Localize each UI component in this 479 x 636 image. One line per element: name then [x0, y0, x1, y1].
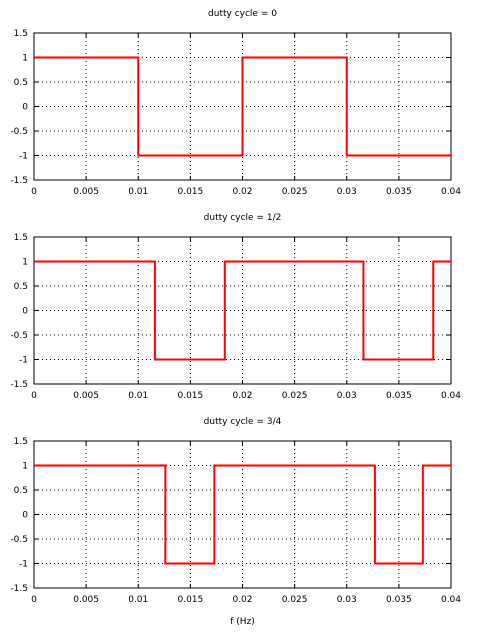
- plot-frame: [33, 236, 452, 385]
- x-tick-label: 0.02: [232, 595, 252, 605]
- y-tick-label: 0: [22, 103, 28, 113]
- x-tick-label: 0.01: [128, 391, 148, 401]
- y-tick-label: -0.5: [10, 331, 28, 341]
- y-tick-label: -1.5: [10, 584, 28, 594]
- y-tick-label: -1: [19, 560, 28, 570]
- y-tick-label: -1: [19, 152, 28, 162]
- subplot-title: dutty cycle = 3/4: [204, 417, 282, 427]
- x-tick-label: 0.025: [282, 187, 308, 197]
- subplot-0: dutty cycle = 0 0 0.005 0.01 0.015 0.02 0.025 0…: [10, 9, 461, 197]
- x-tick-label: 0.03: [337, 595, 357, 605]
- x-tick-label: 0.03: [337, 187, 357, 197]
- plot-frame: [33, 440, 452, 589]
- x-axis-label: f (Hz): [230, 617, 255, 627]
- y-tick-label: 0.5: [14, 486, 28, 496]
- y-tick-label: -1.5: [10, 176, 28, 186]
- x-tick-label: 0.005: [73, 187, 99, 197]
- y-tick-label: 1: [22, 258, 28, 268]
- y-tick-label: 0: [22, 511, 28, 521]
- x-tick-label: 0.03: [337, 391, 357, 401]
- y-tick-label: 0.5: [14, 78, 28, 88]
- plot-frame: [33, 32, 452, 181]
- x-tick-label: 0.02: [232, 187, 252, 197]
- subplot-title: dutty cycle = 0: [208, 9, 277, 19]
- x-tick-label: 0.005: [73, 391, 99, 401]
- x-tick-label: 0.015: [177, 187, 203, 197]
- x-tick-label: 0.04: [441, 595, 461, 605]
- x-tick-label: 0: [31, 187, 37, 197]
- square-wave-line: [34, 56, 451, 157]
- x-tick-label: 0.04: [441, 187, 461, 197]
- square-wave-line: [34, 260, 451, 361]
- x-tick-label: 0.035: [386, 595, 412, 605]
- y-tick-label: 0.5: [14, 282, 28, 292]
- x-tick-label: 0: [31, 595, 37, 605]
- y-tick-label: 1: [22, 462, 28, 472]
- x-tick-label: 0.01: [128, 187, 148, 197]
- x-tick-label: 0.035: [386, 391, 412, 401]
- x-tick-label: 0.015: [177, 595, 203, 605]
- x-tick-label: 0.035: [386, 187, 412, 197]
- subplot-2: dutty cycle = 3/4 0 0.005 0.01 0.015 0.02 0.02…: [10, 417, 461, 627]
- y-tick-label: -0.5: [10, 127, 28, 137]
- y-tick-label: -1.5: [10, 380, 28, 390]
- y-tick-label: 1.5: [14, 29, 28, 39]
- x-tick-label: 0: [31, 391, 37, 401]
- x-tick-label: 0.02: [232, 391, 252, 401]
- x-tick-label: 0.01: [128, 595, 148, 605]
- x-tick-label: 0.025: [282, 391, 308, 401]
- y-tick-label: -1: [19, 356, 28, 366]
- y-tick-label: 1.5: [14, 437, 28, 447]
- x-tick-label: 0.005: [73, 595, 99, 605]
- y-tick-label: 1.5: [14, 233, 28, 243]
- square-wave-line: [34, 464, 451, 565]
- y-tick-label: -0.5: [10, 535, 28, 545]
- y-tick-label: 0: [22, 307, 28, 317]
- x-tick-label: 0.015: [177, 391, 203, 401]
- subplot-1: dutty cycle = 1/2 0 0.005 0.01 0.015 0.02 0.02…: [10, 213, 461, 401]
- subplot-title: dutty cycle = 1/2: [204, 213, 282, 223]
- x-tick-label: 0.04: [441, 391, 461, 401]
- x-tick-label: 0.025: [282, 595, 308, 605]
- y-tick-label: 1: [22, 54, 28, 64]
